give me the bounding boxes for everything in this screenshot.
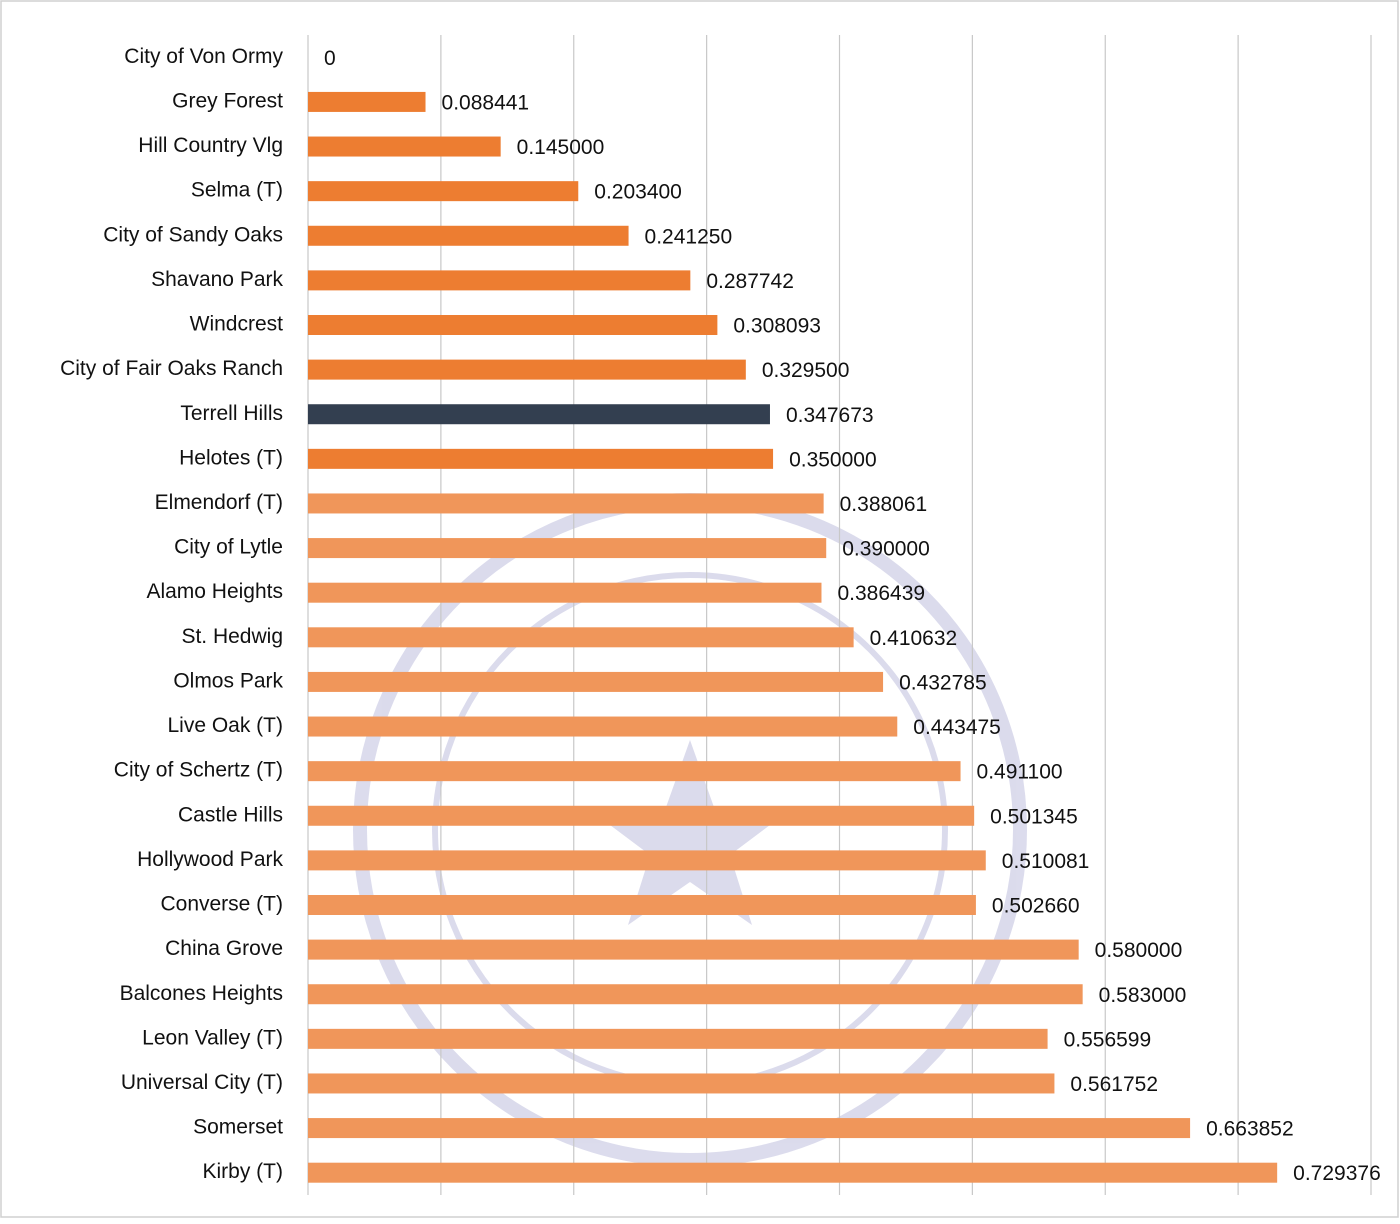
data-label: 0.729376: [1293, 1162, 1381, 1185]
data-label: 0.510081: [1002, 850, 1090, 873]
y-tick-label: Balcones Heights: [120, 982, 283, 1005]
y-tick-label: Hill Country Vlg: [138, 134, 283, 157]
y-tick-label: Helotes (T): [179, 446, 283, 469]
y-tick-label: City of Fair Oaks Ranch: [60, 357, 283, 380]
data-label: 0.502660: [992, 895, 1080, 918]
y-tick-label: Grey Forest: [172, 89, 283, 112]
data-label: 0.347673: [786, 404, 874, 427]
data-label: 0.583000: [1099, 984, 1187, 1007]
y-tick-label: Alamo Heights: [146, 580, 283, 603]
bar: [308, 1073, 1055, 1094]
y-tick-label: Leon Valley (T): [142, 1026, 283, 1049]
bar: [308, 582, 822, 603]
data-label: 0.388061: [840, 493, 928, 516]
y-tick-label: City of Von Ormy: [124, 45, 283, 68]
bar: [308, 225, 629, 246]
y-tick-label: Converse (T): [160, 893, 283, 916]
data-label: 0.308093: [733, 315, 821, 338]
bar: [308, 939, 1079, 960]
bar: [308, 627, 854, 648]
bar: [308, 984, 1083, 1005]
y-tick-label: Universal City (T): [121, 1071, 283, 1094]
y-tick-label: Live Oak (T): [167, 714, 283, 737]
bar: [308, 448, 774, 469]
bar: [308, 1028, 1048, 1049]
bar: [308, 671, 884, 692]
bar: [308, 716, 898, 737]
bar: [308, 91, 426, 112]
data-label: 0.088441: [442, 91, 530, 114]
data-label: 0.287742: [706, 270, 794, 293]
data-label: 0.432785: [899, 671, 987, 694]
data-label: 0.203400: [594, 181, 682, 204]
data-label: 0.241250: [645, 225, 733, 248]
y-tick-label: City of Lytle: [174, 536, 283, 559]
data-label: 0.386439: [837, 582, 925, 605]
data-label: 0.145000: [517, 136, 605, 159]
bar: [308, 270, 691, 291]
bar: [308, 493, 824, 514]
bar: [308, 1162, 1278, 1183]
data-label: 0.329500: [762, 359, 850, 382]
bar: [308, 359, 746, 380]
bar: [308, 850, 986, 871]
y-tick-label: Hollywood Park: [137, 848, 283, 871]
y-tick-label: City of Schertz (T): [114, 759, 283, 782]
bar: [308, 1118, 1191, 1139]
data-label: 0.410632: [870, 627, 958, 650]
y-tick-label: Elmendorf (T): [155, 491, 283, 514]
y-tick-label: Somerset: [193, 1116, 283, 1139]
bar: [308, 315, 718, 335]
y-tick-label: Shavano Park: [151, 268, 283, 291]
y-tick-label: Castle Hills: [178, 803, 283, 826]
bar: [308, 538, 827, 559]
y-tick-label: Kirby (T): [203, 1160, 284, 1183]
data-label: 0.390000: [842, 538, 930, 561]
y-tick-label: China Grove: [165, 937, 283, 960]
data-label: 0.580000: [1095, 939, 1183, 962]
bar: [308, 895, 976, 915]
data-label: 0.556599: [1064, 1028, 1152, 1051]
bar: [308, 805, 975, 826]
y-tick-label: Selma (T): [191, 179, 283, 202]
y-tick-label: St. Hedwig: [181, 625, 283, 648]
bar: [308, 181, 579, 202]
y-tick-label: Terrell Hills: [180, 402, 283, 425]
bar: [308, 761, 961, 782]
data-label: 0.350000: [789, 448, 877, 471]
y-tick-label: City of Sandy Oaks: [103, 223, 283, 246]
bar: [308, 136, 501, 157]
data-label: 0.663852: [1206, 1118, 1294, 1141]
y-tick-label: Olmos Park: [173, 669, 283, 692]
y-tick-label: Windcrest: [190, 313, 284, 336]
bar: [308, 404, 770, 425]
data-label: 0: [324, 47, 336, 70]
data-label: 0.561752: [1070, 1073, 1158, 1096]
data-label: 0.501345: [990, 805, 1078, 828]
data-label: 0.443475: [913, 716, 1001, 739]
data-label: 0.491100: [977, 761, 1063, 784]
